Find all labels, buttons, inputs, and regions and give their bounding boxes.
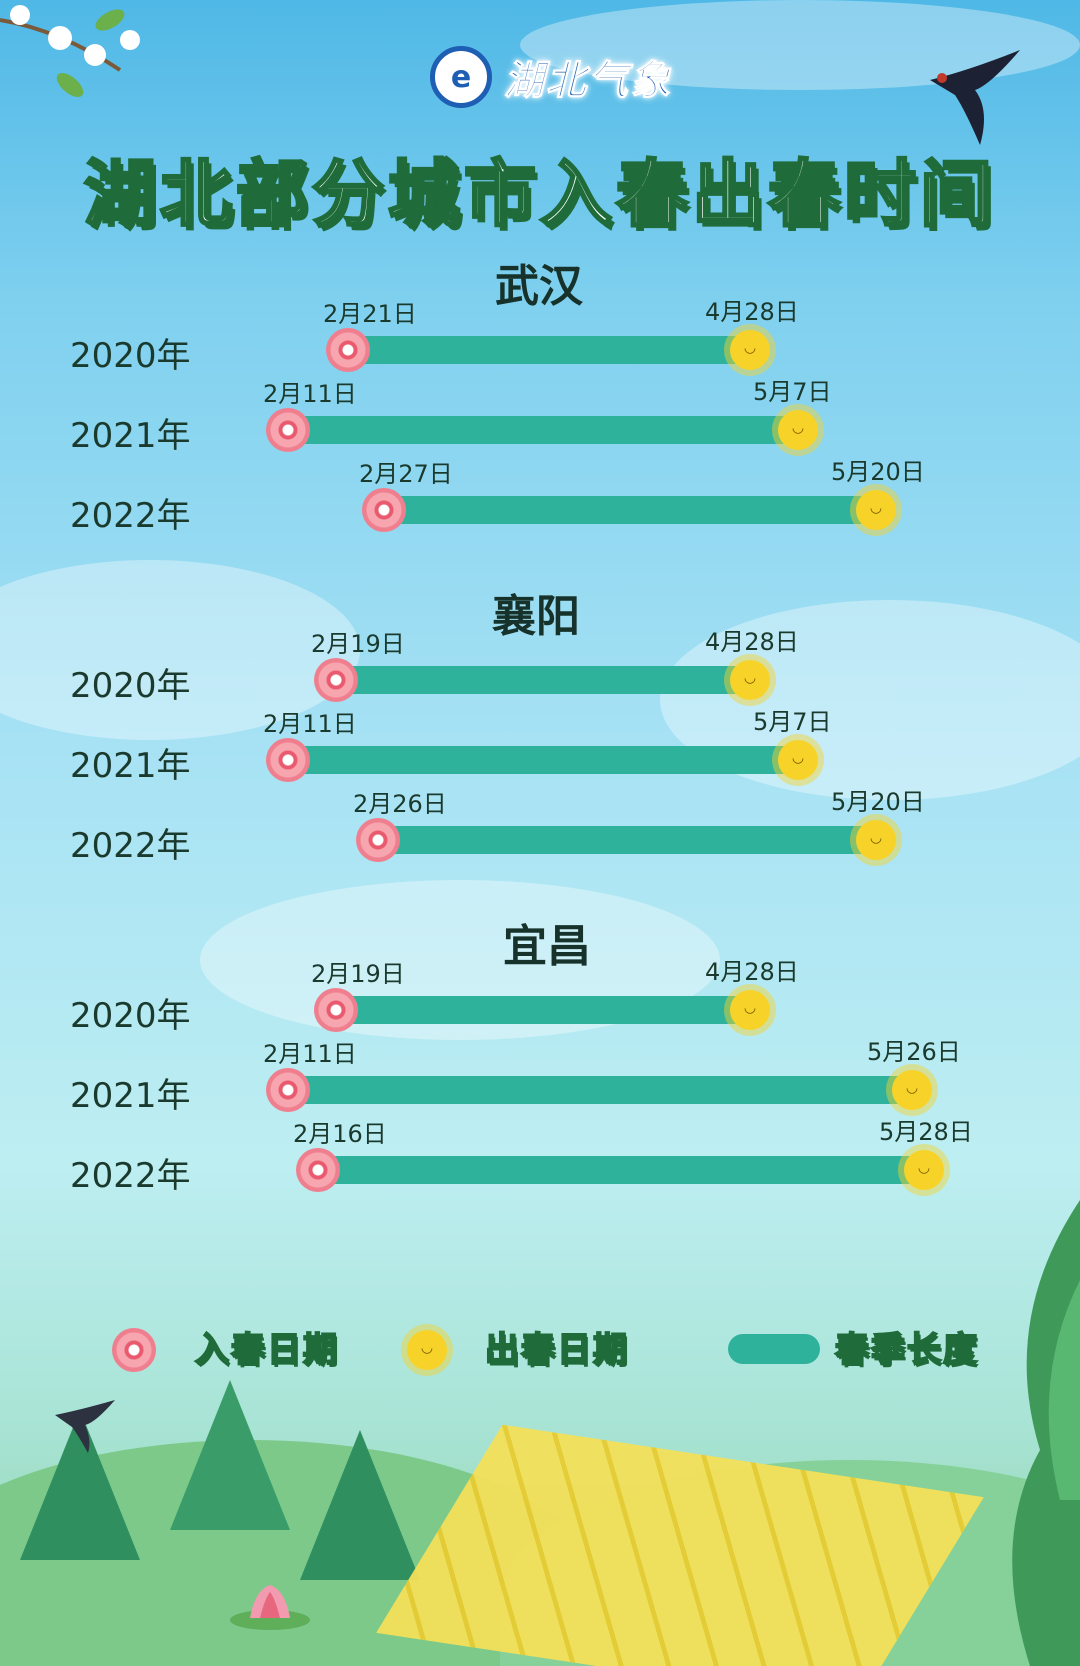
spring-length-bar (318, 1156, 924, 1184)
spring-start-flower-icon (356, 818, 400, 862)
legend-flower-icon (112, 1328, 156, 1372)
spring-end-sun-icon: ◡ (856, 490, 896, 530)
spring-length-bar (384, 496, 876, 524)
end-date-label: 5月28日 (879, 1118, 973, 1146)
spring-length-bar (288, 416, 798, 444)
spring-end-sun-icon: ◡ (730, 660, 770, 700)
year-label: 2022年 (70, 496, 191, 536)
start-date-label: 2月16日 (293, 1120, 387, 1148)
spring-length-bar (288, 746, 798, 774)
year-label: 2020年 (70, 336, 191, 376)
legend-length-swatch (728, 1334, 820, 1364)
spring-end-sun-icon: ◡ (778, 740, 818, 780)
spring-start-flower-icon (266, 1068, 310, 1112)
leaf-decoration (1012, 1200, 1080, 1666)
legend-length-label: 春季长度 (834, 1329, 979, 1371)
city-title: 宜昌 (503, 921, 591, 972)
legend-end-label: 出春日期 (484, 1329, 629, 1371)
start-date-label: 2月26日 (353, 790, 447, 818)
start-date-label: 2月11日 (263, 1040, 357, 1068)
year-label: 2020年 (70, 996, 191, 1036)
spring-length-bar (336, 996, 750, 1024)
start-date-label: 2月19日 (311, 630, 405, 658)
cloud-decoration (0, 560, 360, 740)
start-date-label: 2月21日 (323, 300, 417, 328)
tree-decoration (300, 1430, 420, 1580)
start-date-label: 2月19日 (311, 960, 405, 988)
end-date-label: 5月26日 (867, 1038, 961, 1066)
spring-length-bar (336, 666, 750, 694)
end-date-label: 4月28日 (705, 958, 799, 986)
spring-end-sun-icon: ◡ (730, 990, 770, 1030)
spring-start-flower-icon (314, 988, 358, 1032)
lotus-icon (230, 1585, 310, 1630)
spring-end-sun-icon: ◡ (730, 330, 770, 370)
swallow-icon (55, 1400, 115, 1453)
spring-start-flower-icon (266, 408, 310, 452)
logo-text: 湖北气象 (504, 58, 672, 105)
year-label: 2021年 (70, 1076, 191, 1116)
spring-end-sun-icon: ◡ (856, 820, 896, 860)
start-date-label: 2月11日 (263, 380, 357, 408)
legend-start-label: 入春日期 (194, 1329, 339, 1371)
spring-length-bar (288, 1076, 912, 1104)
legend-sun-icon: ◡ (407, 1330, 447, 1370)
start-date-label: 2月27日 (359, 460, 453, 488)
end-date-label: 5月20日 (831, 788, 925, 816)
logo: e 湖北气象 (430, 46, 672, 108)
end-date-label: 5月20日 (831, 458, 925, 486)
spring-start-flower-icon (296, 1148, 340, 1192)
spring-end-sun-icon: ◡ (904, 1150, 944, 1190)
end-date-label: 4月28日 (705, 628, 799, 656)
spring-length-bar (348, 336, 750, 364)
spring-start-flower-icon (362, 488, 406, 532)
start-date-label: 2月11日 (263, 710, 357, 738)
blossom-branch-icon (0, 5, 140, 97)
city-title: 襄阳 (492, 591, 580, 642)
spring-start-flower-icon (266, 738, 310, 782)
tree-decoration (170, 1380, 290, 1530)
spring-start-flower-icon (326, 328, 370, 372)
page-title: 湖北部分城市入春出春时间 (82, 151, 996, 238)
end-date-label: 4月28日 (705, 298, 799, 326)
spring-end-sun-icon: ◡ (892, 1070, 932, 1110)
spring-start-flower-icon (314, 658, 358, 702)
logo-mark-icon: e (430, 46, 492, 108)
end-date-label: 5月7日 (753, 708, 832, 736)
city-title: 武汉 (495, 261, 583, 312)
year-label: 2022年 (70, 1156, 191, 1196)
year-label: 2021年 (70, 746, 191, 786)
swallow-icon (930, 50, 1020, 145)
end-date-label: 5月7日 (753, 378, 832, 406)
year-label: 2020年 (70, 666, 191, 706)
spring-end-sun-icon: ◡ (778, 410, 818, 450)
year-label: 2022年 (70, 826, 191, 866)
spring-length-bar (378, 826, 876, 854)
year-label: 2021年 (70, 416, 191, 456)
